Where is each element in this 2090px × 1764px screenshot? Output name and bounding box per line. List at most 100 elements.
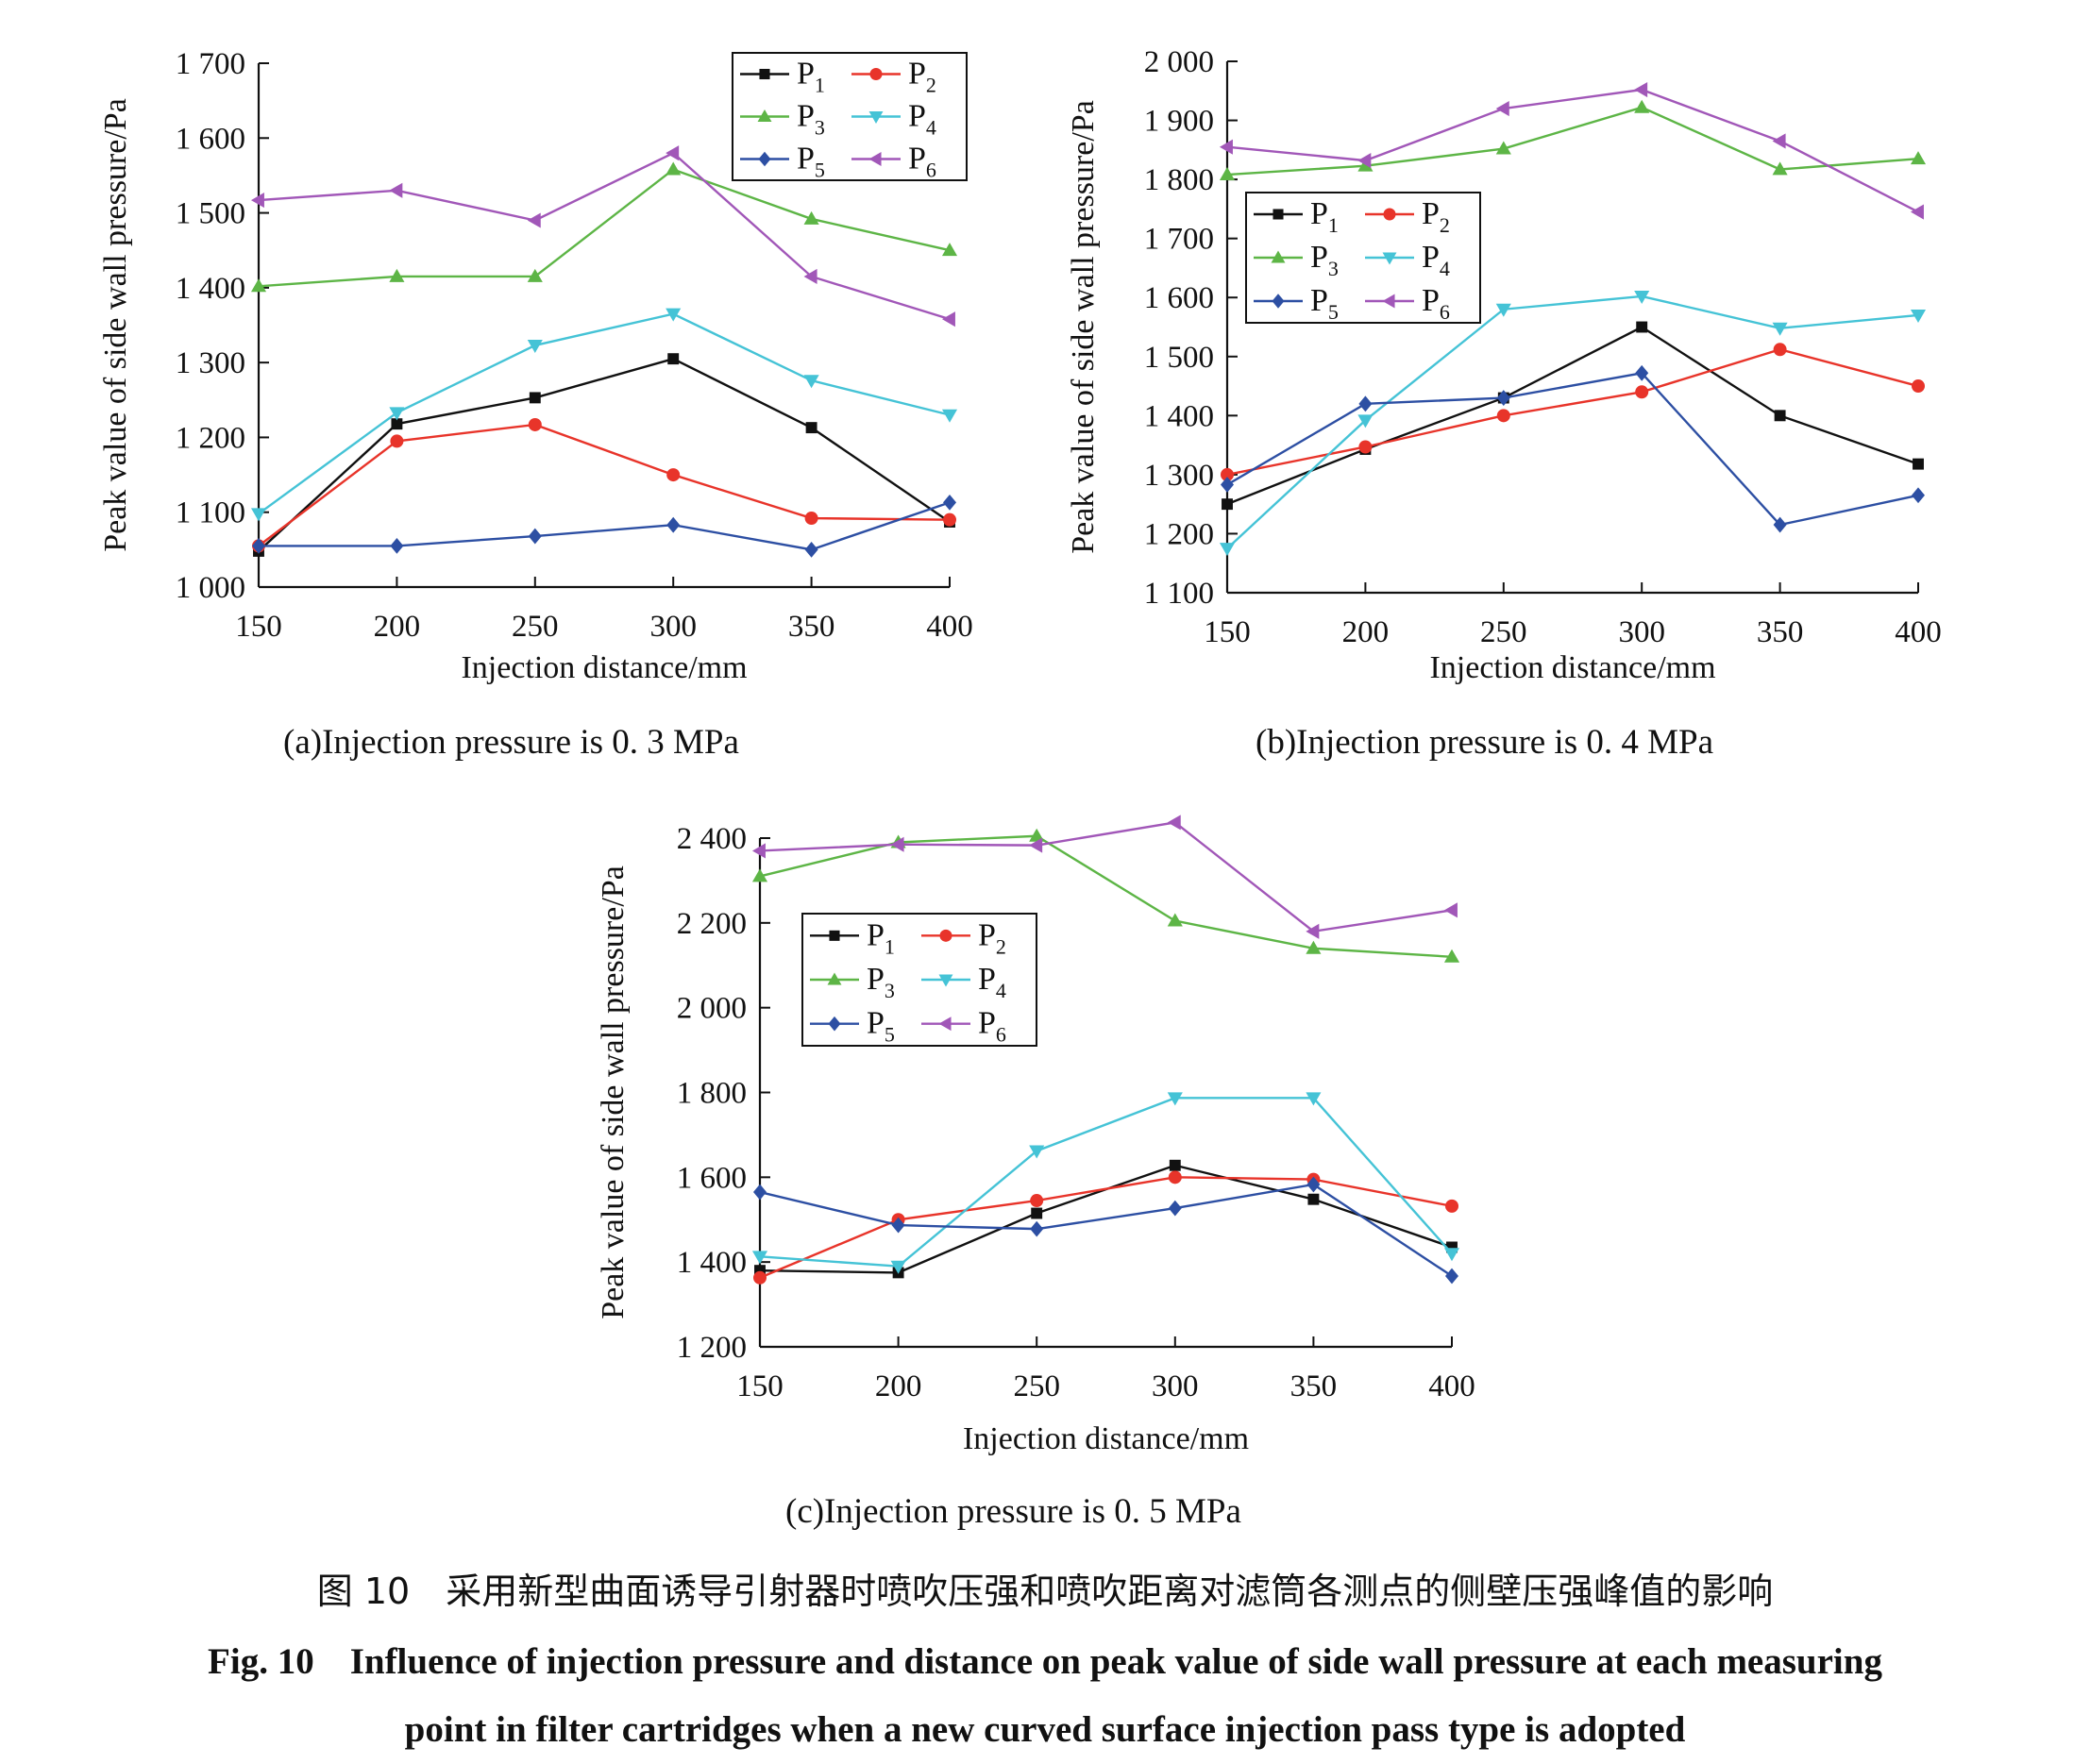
y-tick-label: 2 400 [677,822,747,856]
axes: 1 200 1 400 1 600 1 800 2 000 2 200 2 400 150 20… [677,822,1475,1403]
legend-label-p4: P4 [908,99,936,140]
legend-marker-p2 [869,68,883,80]
series-line-p4 [258,312,951,515]
y-tick-label: 1 200 [176,421,245,455]
series-p3 [751,828,1460,963]
data-point-p3 [1029,828,1045,842]
chart-b-svg: 1 100 1 200 1 300 1 400 1 500 1 600 1 700 1 800… [1066,45,1942,685]
data-point-p3 [666,161,682,176]
legend-label-p5: P5 [797,142,825,182]
y-tick-label: 1 200 [1144,517,1214,551]
data-point-p5 [891,1217,905,1234]
chart-b: 1 100 1 200 1 300 1 400 1 500 1 600 1 700 1 800… [0,0,2090,717]
data-point-p1 [667,353,680,365]
data-point-p2 [753,1270,767,1285]
data-point-p6 [890,836,904,852]
x-tick-label: 400 [1895,615,1942,649]
legend-marker-p4 [1382,252,1397,265]
data-point-p2 [1773,343,1787,357]
legend-marker-p2 [939,929,952,942]
series-line-p4 [759,1097,1453,1268]
data-point-p4 [751,1251,768,1265]
legend-marker-p4 [868,110,884,124]
chart-c-svg: 1 200 1 400 1 600 1 800 2 000 2 200 2 400 150 20… [596,815,1475,1456]
series-line-p2 [759,1176,1453,1279]
chart-c-caption: (c)Injection pressure is 0. 5 MPa [785,1492,1241,1531]
x-tick-label: 350 [788,610,835,644]
x-tick-label: 150 [736,1369,784,1403]
y-tick-label: 1 000 [176,571,245,605]
x-tick-label: 400 [1428,1369,1475,1403]
data-point-p2 [666,468,681,482]
y-axis-title: Peak value of side wall pressure/Pa [1066,100,1101,554]
y-tick-label: 1 400 [1144,399,1214,433]
data-point-p3 [1495,141,1511,155]
data-point-p1 [529,392,541,404]
legend-label-p4: P4 [1422,240,1450,280]
x-tick-label: 300 [1618,615,1665,649]
series-line-p1 [258,357,951,552]
x-tick-label: 350 [1290,1369,1338,1403]
series-p6 [751,815,1458,939]
series-p5 [252,495,956,558]
data-point-p4 [1443,1248,1460,1262]
data-point-p5 [528,528,542,545]
data-point-p2 [1912,379,1925,394]
data-point-p3 [1306,940,1322,954]
data-point-p4 [941,409,958,423]
legend-label-p6: P6 [978,1006,1006,1047]
series-line-p1 [1226,326,1919,506]
data-point-p1 [391,418,403,430]
data-point-p6 [941,311,955,328]
data-point-p6 [1306,923,1320,939]
x-tick-label: 200 [1342,615,1390,649]
data-point-p5 [1912,487,1925,504]
data-point-p3 [1219,167,1236,181]
series-line-p4 [1226,294,1919,549]
y-tick-label: 1 700 [176,47,245,81]
data-point-p3 [1167,913,1183,927]
data-point-p3 [250,278,267,293]
data-point-p1 [1446,1241,1458,1253]
legend-marker-p3 [757,109,772,123]
legend-label-p1: P1 [1310,196,1339,237]
legend-marker-p5 [758,151,771,167]
data-point-p2 [390,434,404,448]
data-point-p5 [1030,1220,1044,1237]
series-line-p6 [1226,88,1919,213]
data-point-p2 [1445,1199,1458,1213]
data-point-p3 [941,243,958,257]
data-point-p2 [804,512,818,526]
legend-marker-p1 [1273,209,1284,220]
figure-caption-english-line1: Fig. 10 Influence of injection pressure a… [0,1628,2090,1696]
series-p6 [250,145,955,328]
y-tick-label: 1 500 [1144,341,1214,375]
data-point-p2 [943,512,956,527]
y-tick-label: 1 600 [176,122,245,156]
series-line-p6 [258,151,951,321]
data-point-p5 [252,537,265,554]
data-point-p1 [1913,458,1924,470]
data-point-p4 [1029,1145,1045,1159]
legend-marker-p5 [1272,294,1285,309]
x-tick-label: 150 [1204,615,1251,649]
data-point-p6 [1357,153,1372,169]
legend-label-p3: P3 [797,99,825,140]
data-point-p4 [1910,310,1927,324]
legend-label-p3: P3 [1310,240,1339,280]
data-point-p2 [1358,440,1373,454]
data-point-p4 [803,375,819,389]
data-point-p1 [754,1265,766,1277]
data-point-p5 [1773,516,1787,533]
y-tick-label: 1 300 [176,346,245,380]
x-tick-label: 200 [875,1369,922,1403]
data-point-p5 [1168,1200,1182,1217]
legend-marker-p1 [759,68,770,80]
legend-label-p1: P1 [797,57,825,97]
data-point-p3 [527,268,543,282]
legend: P1 P2 P3 P4 P5 P6 [1245,192,1481,324]
data-point-p1 [805,422,817,434]
series-p2 [1221,343,1925,481]
series-p2 [753,1170,1458,1285]
legend-marker-p6 [1382,294,1395,309]
